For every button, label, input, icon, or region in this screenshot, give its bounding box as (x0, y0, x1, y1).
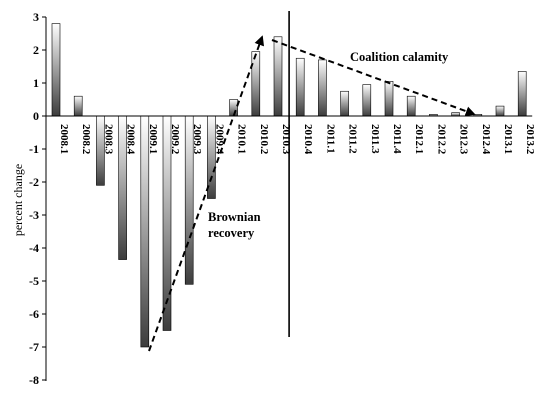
y-tick-label: -3 (29, 208, 39, 222)
calamity-arrow (271, 39, 476, 116)
y-axis-label: percent change (11, 164, 25, 236)
y-tick-label: -1 (29, 142, 39, 156)
x-tick-label: 2012.4 (480, 124, 492, 155)
y-axis: 3 2 1 0 -1 -2 -3 -4 -5 -6 -7 -8 (29, 10, 47, 387)
bar-2011.1 (318, 59, 327, 117)
bar-2008.1 (51, 23, 61, 117)
x-tick-label: 2012.3 (458, 124, 470, 155)
x-tick-label: 2008.3 (102, 124, 114, 155)
x-tick-label: 2009.2 (169, 124, 181, 155)
x-tick-label: 2009.3 (191, 124, 203, 155)
brownian-recovery-label: Brownian (208, 210, 261, 224)
annotations-group: Brownian recovery Coalition calamity (148, 11, 476, 352)
x-tick-label: 2010.1 (236, 124, 248, 154)
y-tick-label: -2 (29, 175, 39, 189)
x-tick-label: 2013.2 (524, 124, 536, 155)
x-tick-label: 2012.2 (435, 124, 447, 155)
x-tick-label: 2012.1 (413, 124, 425, 154)
recovery-arrow (148, 35, 265, 352)
x-tick-label: 2011.1 (324, 124, 336, 154)
y-tick-label: 0 (33, 109, 39, 123)
x-tick-label: 2013.1 (502, 124, 514, 154)
bar-2011.4 (384, 81, 394, 117)
x-tick-label: 2011.3 (369, 124, 381, 154)
y-tick-label: -7 (29, 340, 39, 354)
x-tick-label: 2010.3 (280, 124, 292, 155)
y-tick-label: 2 (33, 43, 39, 57)
bar-2012.1 (406, 95, 416, 117)
x-tick-label: 2009.1 (147, 124, 159, 154)
x-tick-label: 2008.4 (125, 124, 137, 155)
bar-2008.2 (73, 95, 83, 117)
x-tick-label: 2009.4 (213, 124, 225, 155)
x-tick-label: 2008.2 (80, 124, 92, 155)
y-tick-label: -4 (29, 241, 39, 255)
bar-2010.2 (251, 51, 261, 117)
coalition-calamity-label: Coalition calamity (350, 50, 449, 64)
y-tick-label: -5 (29, 274, 39, 288)
x-tick-label: 2011.4 (391, 124, 403, 154)
bar-2013.2 (517, 71, 527, 117)
x-tick-label: 2011.2 (347, 124, 359, 154)
bar-2010.3 (273, 36, 283, 117)
y-tick-label: -6 (29, 307, 39, 321)
y-tick-label: -8 (29, 373, 39, 387)
bar-2013.1 (495, 105, 505, 117)
x-tick-label: 2008.1 (58, 124, 70, 154)
bar-2011.2 (340, 90, 349, 117)
y-tick-label: 3 (33, 10, 39, 24)
y-tick-label: 1 (33, 76, 39, 90)
x-tick-label: 2010.4 (302, 124, 314, 155)
x-tick-label: 2010.2 (258, 124, 270, 155)
bar-2011.3 (362, 84, 372, 117)
brownian-recovery-label: recovery (208, 226, 255, 240)
bar-2010.4 (295, 57, 305, 117)
